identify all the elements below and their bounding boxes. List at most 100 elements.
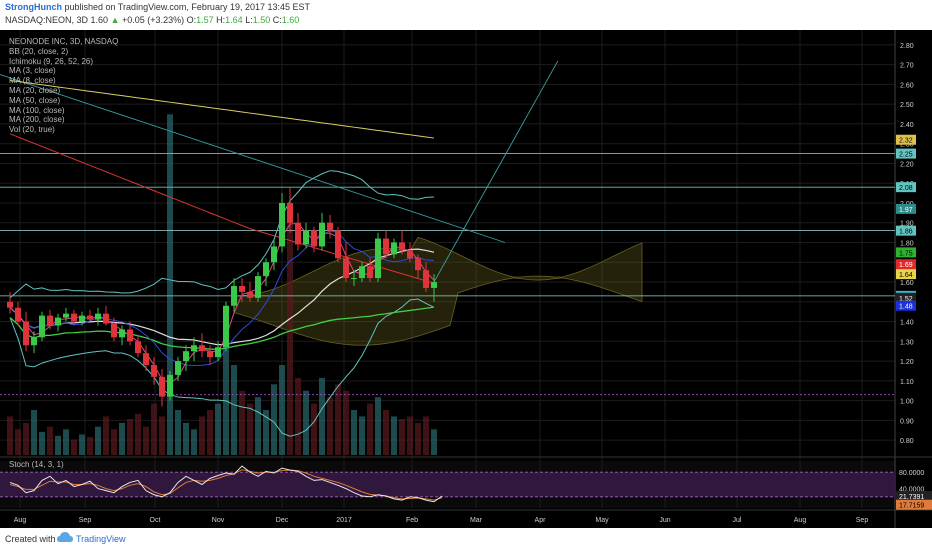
volume-bar [215, 403, 221, 455]
volume-bar [199, 416, 205, 455]
candle-body [199, 345, 205, 352]
created-with-text: Created with [5, 534, 56, 544]
candle-body [335, 230, 341, 259]
candle-body [103, 313, 109, 324]
author-name[interactable]: StrongHunch [5, 2, 62, 12]
candle-body [279, 202, 285, 247]
price-label-box [896, 148, 916, 159]
candle-body [399, 242, 405, 251]
y-tick-label: 1.90 [900, 221, 914, 228]
price-label-text: 1.86 [899, 229, 913, 236]
x-tick-label: Sep [856, 517, 869, 524]
candle-body [191, 345, 197, 352]
legend-volume[interactable]: Vol (20, true) [9, 125, 55, 135]
candle-body [239, 285, 245, 292]
y-tick-label: 2.40 [900, 122, 914, 129]
ma8-line [9, 230, 435, 367]
legend-ichimoku[interactable]: Ichimoku (9, 26, 52, 26) [9, 56, 94, 66]
price-label-box [896, 134, 916, 145]
candle-body [247, 291, 253, 298]
price-label-text: 1.97 [899, 207, 913, 214]
open-label: O: [186, 15, 197, 25]
volume-bar [79, 434, 85, 455]
bb-upper [9, 170, 435, 299]
candle-body [431, 282, 437, 288]
candle-body [287, 202, 293, 223]
y-tick-label: 1.00 [900, 399, 914, 406]
symbol: NASDAQ:NEON, 3D [5, 15, 89, 25]
candle-body [359, 266, 365, 279]
legend-ma3[interactable]: MA (3, close) [9, 66, 56, 76]
price-label-text: 1.69 [899, 262, 913, 269]
volume-bar [415, 422, 421, 455]
candle-body [415, 258, 421, 271]
low-label: L: [245, 15, 253, 25]
tradingview-brand[interactable]: TradingView [76, 534, 126, 544]
stoch-k-line [9, 465, 443, 503]
x-tick-label: Dec [276, 517, 289, 524]
volume-bar [63, 429, 69, 455]
legend-ma100[interactable]: MA (100, close) [9, 105, 65, 115]
volume-bar [119, 422, 125, 455]
y-tick-label: 2.20 [900, 161, 914, 168]
volume-bar [399, 419, 405, 455]
legend-ma20[interactable]: MA (20, close) [9, 85, 61, 95]
volume-bar [55, 435, 61, 455]
volume-bar [111, 429, 117, 455]
price-label-box [896, 269, 916, 280]
candle-body [167, 374, 173, 397]
volume-bar [311, 403, 317, 455]
volume-bar [95, 426, 101, 455]
stoch-d-box [896, 499, 932, 510]
price-label-text: 1.48 [899, 304, 913, 311]
candle-body [423, 270, 429, 288]
price-label-text: 2.08 [899, 185, 913, 192]
candle-body [151, 365, 157, 377]
volume-bar [287, 217, 293, 455]
price-label-box [896, 247, 916, 258]
candle-body [311, 230, 317, 247]
legend-ma50[interactable]: MA (50, close) [9, 95, 61, 105]
candle-body [231, 285, 237, 306]
candle-body [327, 222, 333, 231]
candle-body [319, 222, 325, 247]
ma200-line [9, 79, 435, 139]
candle-body [367, 266, 373, 279]
x-tick-label: Aug [14, 517, 27, 524]
candle-body [135, 341, 141, 354]
price-label-box [896, 292, 916, 303]
candle-body [23, 321, 29, 346]
candle-body [39, 315, 45, 338]
y-tick-label: 2.60 [900, 82, 914, 89]
volume-bar [271, 384, 277, 455]
y-tick-label: 1.20 [900, 359, 914, 366]
x-tick-label: Jun [659, 517, 670, 524]
candle-body [79, 315, 85, 322]
legend-ma200[interactable]: MA (200, close) [9, 115, 65, 125]
legend-title: NEONODE INC, 3D, NASDAQ [9, 37, 119, 46]
y-tick-label: 0.90 [900, 418, 914, 425]
chart-canvas[interactable]: 2.802.702.602.502.402.302.202.102.001.90… [0, 30, 932, 528]
candle-body [55, 317, 61, 326]
legend-bb[interactable]: BB (20, close, 2) [9, 46, 69, 56]
volume-bar [207, 410, 213, 455]
volume-bar [47, 426, 53, 455]
ichimoku-cloud [233, 236, 643, 346]
candle-body [127, 329, 133, 342]
ma100-line [9, 133, 435, 284]
y-tick-label: 0.80 [900, 438, 914, 445]
tradingview-cloud-icon [57, 532, 73, 542]
legend-ma8[interactable]: MA (8, close) [9, 76, 56, 86]
candle-body [47, 315, 53, 326]
candle-body [175, 361, 181, 375]
up-arrow-icon: ▲ [110, 15, 120, 25]
x-tick-label: 2017 [336, 517, 352, 524]
price-change: +0.05 (+3.23%) [122, 15, 185, 25]
y-tick-label: 1.60 [900, 280, 914, 287]
volume-bar [183, 422, 189, 455]
stoch-legend[interactable]: Stoch (14, 3, 1) [9, 460, 64, 469]
x-tick-label: Oct [150, 517, 161, 524]
candle-body [183, 351, 189, 362]
volume-bar [319, 377, 325, 455]
stoch-tick-label: 80.0000 [899, 470, 924, 477]
